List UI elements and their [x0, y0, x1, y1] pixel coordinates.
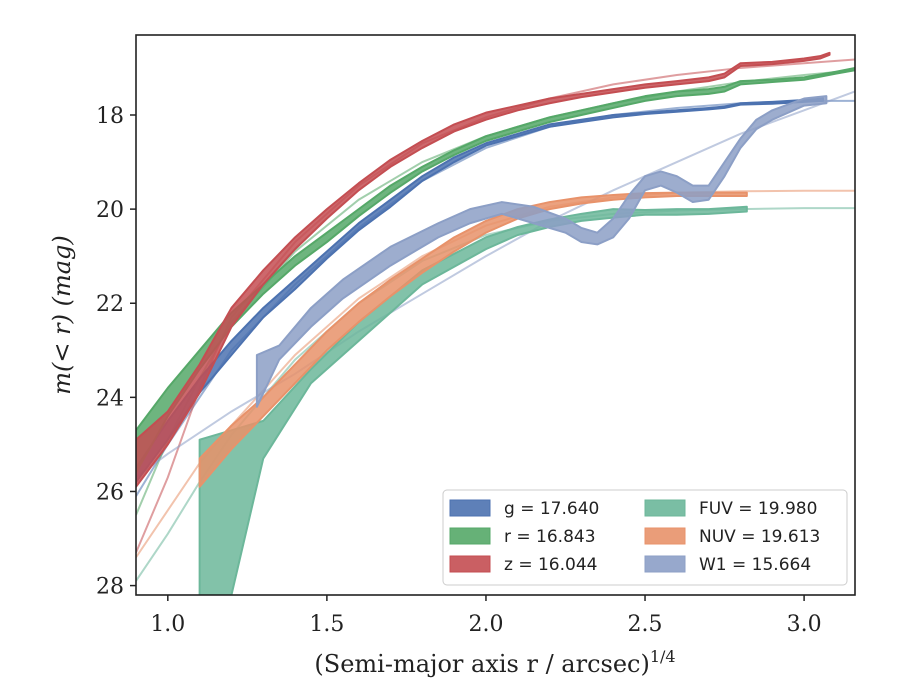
- y-tick-label: 20: [96, 198, 124, 223]
- legend-label: r = 16.843: [504, 527, 596, 547]
- x-tick-label: 1.5: [309, 612, 344, 637]
- x-tick-label: 1.0: [150, 612, 185, 637]
- y-tick-label: 28: [96, 575, 124, 600]
- y-tick-label: 18: [96, 104, 124, 129]
- series-5-band: [255, 95, 828, 408]
- ticks-layer: 1.0 1.5 2.0 2.5 3.0 18 20 22 24 26 28: [96, 104, 822, 637]
- series-2-band: [136, 51, 831, 488]
- y-axis-label: m(< r) (mag): [48, 235, 76, 394]
- x-tick-label: 2.0: [468, 612, 503, 637]
- series-1-band: [136, 66, 855, 474]
- legend-swatch: [449, 499, 491, 517]
- series-layer: [136, 51, 855, 595]
- series-5-model-line: [136, 90, 855, 479]
- x-axis-label: (Semi-major axis r / arcsec)1/4: [314, 647, 675, 678]
- y-tick-label: 22: [96, 292, 124, 317]
- legend-label: z = 16.044: [504, 555, 597, 575]
- legend-label: FUV = 19.980: [699, 499, 817, 519]
- series-4-band: [198, 191, 748, 488]
- legend-swatch: [644, 527, 686, 545]
- x-tick-label: 2.5: [628, 612, 663, 637]
- legend-swatch: [449, 527, 491, 545]
- legend-label: g = 17.640: [504, 499, 599, 519]
- y-tick-label: 26: [96, 480, 124, 505]
- legend-label: NUV = 19.613: [699, 527, 820, 547]
- x-tick-label: 3.0: [787, 612, 822, 637]
- y-tick-label: 24: [96, 386, 124, 411]
- series-0-model-line: [136, 99, 855, 497]
- legend-label: W1 = 15.664: [699, 555, 811, 575]
- legend-swatch: [644, 499, 686, 517]
- legend-swatch: [644, 555, 686, 573]
- plot-frame: [135, 34, 856, 596]
- legend: g = 17.640 r = 16.843 z = 16.044 FUV = 19.9…: [442, 489, 848, 586]
- legend-swatch: [449, 555, 491, 573]
